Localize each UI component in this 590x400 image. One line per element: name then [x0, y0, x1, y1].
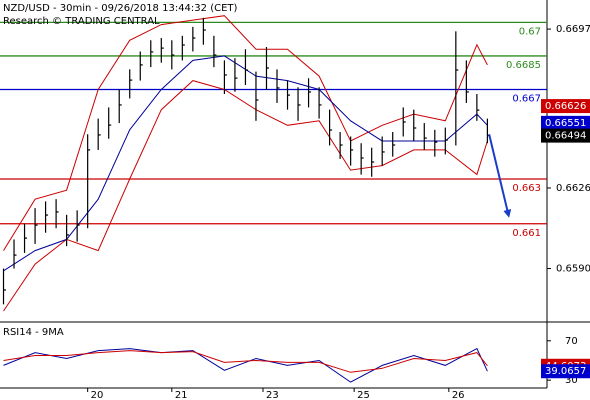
price-tag-label: 0.66626: [545, 101, 586, 112]
price-tag: [541, 115, 590, 130]
price-tag: [541, 99, 590, 114]
x-tick-label: 23: [266, 390, 279, 400]
price-tag: [541, 364, 590, 379]
rsi-line: [3, 350, 488, 373]
price-tag: [541, 128, 590, 143]
x-tick-label: 26: [452, 390, 465, 400]
x-tick-label: 21: [175, 390, 188, 400]
level-label: 0.661: [512, 228, 541, 239]
level-label: 0.6685: [506, 60, 541, 71]
forecast-arrow: [488, 134, 512, 218]
y-tick-label: 0.6626: [556, 183, 590, 194]
level-label: 0.663: [512, 183, 541, 194]
y-tick-label: 0.6697: [556, 24, 590, 35]
y-tick-label: 0.6590: [556, 264, 590, 275]
y-tick-label: 70: [565, 336, 578, 347]
chart-subtitle: Research © TRADING CENTRAL: [3, 16, 160, 27]
chart-title: NZD/USD - 30min - 09/26/2018 13:44:32 (C…: [3, 3, 237, 14]
rsi-title: RSI14 - 9MA: [3, 327, 64, 338]
price-tag-label: 0.66494: [545, 131, 586, 142]
price-tag-label: 39.0657: [545, 366, 586, 377]
overlay-line: [3, 15, 488, 251]
x-tick-label: 20: [91, 390, 104, 400]
x-tick-label: 25: [357, 390, 370, 400]
y-tick-label: 30: [565, 375, 578, 386]
level-label: 0.667: [512, 94, 541, 105]
price-tag-label: 0.66551: [545, 118, 586, 129]
level-label: 0.67: [519, 26, 541, 37]
plot: 0.67 0.6685 0.667 0.663 0.661 0.6697 0.6626 0.6…: [0, 15, 590, 400]
